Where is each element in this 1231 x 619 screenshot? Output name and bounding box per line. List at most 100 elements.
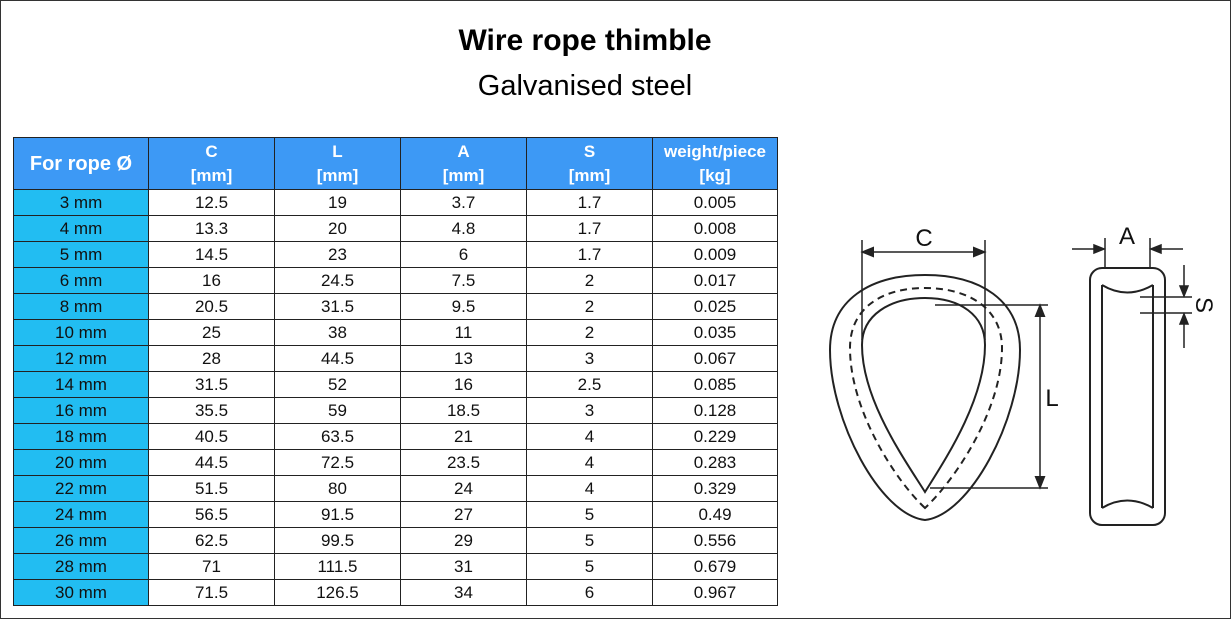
rope-size: 14 mm [13,371,149,398]
table-row: 3 mm 12.5 19 3.7 1.7 0.005 [13,189,778,216]
table-row: 16 mm 35.5 59 18.5 3 0.128 [13,397,778,424]
cell: 40.5 [148,423,275,450]
cell: 20.5 [148,293,275,320]
cell: 56.5 [148,501,275,528]
rope-size: 6 mm [13,267,149,294]
cell: 19 [274,189,401,216]
label-s: S [1190,297,1217,313]
cell: 0.329 [652,475,778,502]
thimble-inner [860,296,987,494]
label-l: L [1045,385,1058,412]
groove [1101,284,1154,509]
cell: 31 [400,553,527,580]
rope-size: 30 mm [13,579,149,606]
cell: 99.5 [274,527,401,554]
rope-size: 18 mm [13,423,149,450]
table-row: 12 mm 28 44.5 13 3 0.067 [13,345,778,372]
cell: 3.7 [400,189,527,216]
cell: 63.5 [274,423,401,450]
cell: 2 [526,319,653,346]
cell: 4.8 [400,215,527,242]
cell: 59 [274,397,401,424]
arrow [1072,243,1183,255]
rope-size: 10 mm [13,319,149,346]
header-row: For rope Ø C [mm] L [mm] A [mm] S [mm] weight/pie… [13,137,778,190]
table-row: 18 mm 40.5 63.5 21 4 0.229 [13,423,778,450]
cell: 71.5 [148,579,275,606]
cell: 126.5 [274,579,401,606]
cell: 5 [526,553,653,580]
cell: 0.035 [652,319,778,346]
cell: 11 [400,319,527,346]
rope-size: 8 mm [13,293,149,320]
cell: 6 [526,579,653,606]
cell: 5 [526,527,653,554]
cell: 21 [400,423,527,450]
cell: 0.967 [652,579,778,606]
column-name: L [332,141,343,161]
cell: 27 [400,501,527,528]
subtitle: Galvanised steel [477,70,693,102]
cell: 0.229 [652,423,778,450]
column-header: weight/piece [kg] [652,137,778,190]
cell: 34 [400,579,527,606]
column-unit: [mm] [316,165,359,185]
label-c: C [915,225,932,252]
cell: 31.5 [274,293,401,320]
cell: 44.5 [274,345,401,372]
table-row: 10 mm 25 38 11 2 0.035 [13,319,778,346]
cell: 24 [400,475,527,502]
cell: 31.5 [148,371,275,398]
cell: 3 [526,345,653,372]
column-header: S [mm] [526,137,653,190]
cell: 111.5 [274,553,401,580]
cell: 9.5 [400,293,527,320]
column-header: A [mm] [400,137,527,190]
cell: 2 [526,293,653,320]
cell: 0.556 [652,527,778,554]
side-body [1089,267,1166,526]
cell: 0.005 [652,189,778,216]
column-name: For rope Ø [29,152,133,175]
rope-size: 3 mm [13,189,149,216]
cell: 23 [274,241,401,268]
cell: 38 [274,319,401,346]
cell: 35.5 [148,397,275,424]
cell: 20 [274,215,401,242]
cell: 12.5 [148,189,275,216]
rope-size: 24 mm [13,501,149,528]
cell: 13.3 [148,215,275,242]
column-unit: [mm] [442,165,485,185]
table-row: 6 mm 16 24.5 7.5 2 0.017 [13,267,778,294]
title: Wire rope thimble [458,24,712,57]
column-header: C [mm] [148,137,275,190]
table-row: 5 mm 14.5 23 6 1.7 0.009 [13,241,778,268]
cell: 18.5 [400,397,527,424]
column-name: weight/piece [663,141,767,161]
table-row: 14 mm 31.5 52 16 2.5 0.085 [13,371,778,398]
cell: 0.128 [652,397,778,424]
rope-size: 12 mm [13,345,149,372]
cell: 13 [400,345,527,372]
table-row: 30 mm 71.5 126.5 34 6 0.967 [13,579,778,606]
cell: 16 [148,267,275,294]
table-row: 8 mm 20.5 31.5 9.5 2 0.025 [13,293,778,320]
cell: 91.5 [274,501,401,528]
cell: 4 [526,423,653,450]
table-row: 28 mm 71 111.5 31 5 0.679 [13,553,778,580]
table-row: 26 mm 62.5 99.5 29 5 0.556 [13,527,778,554]
cell: 72.5 [274,449,401,476]
table-row: 20 mm 44.5 72.5 23.5 4 0.283 [13,449,778,476]
cell: 0.085 [652,371,778,398]
column-unit: [mm] [568,165,611,185]
cell: 24.5 [274,267,401,294]
rope-size: 28 mm [13,553,149,580]
cell: 2.5 [526,371,653,398]
cell: 6 [400,241,527,268]
table-row: 22 mm 51.5 80 24 4 0.329 [13,475,778,502]
cell: 23.5 [400,449,527,476]
cell: 7.5 [400,267,527,294]
cell: 25 [148,319,275,346]
cell: 4 [526,475,653,502]
